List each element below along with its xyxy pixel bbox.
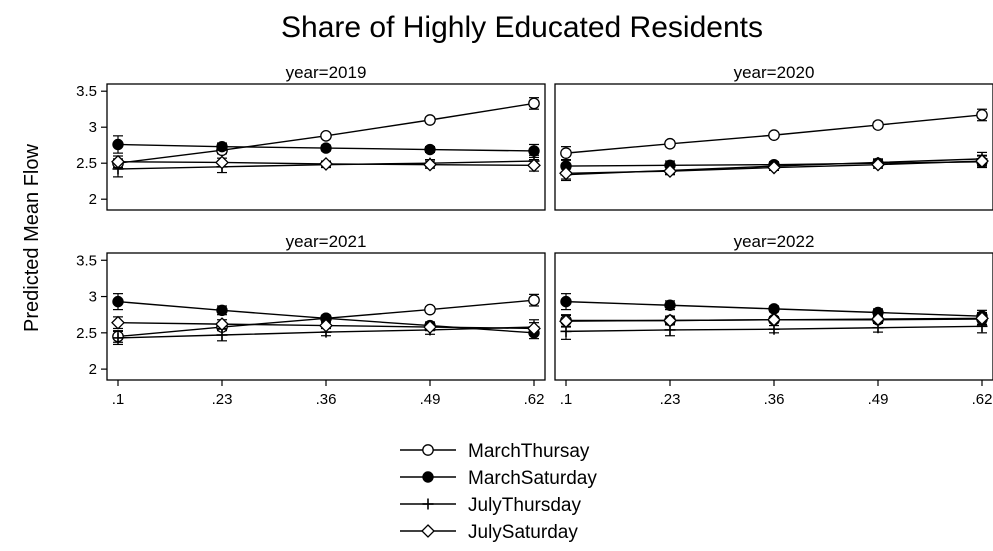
legend: MarchThursay MarchSaturday JulyThursday Jul…	[400, 441, 597, 543]
data-point	[871, 157, 885, 172]
panels-group: year=2019 2 2.5 3 3.5 year=2020 year=2021 2 2.5 3…	[76, 63, 993, 408]
data-point	[664, 137, 676, 150]
data-point	[112, 138, 124, 151]
legend-item: JulyThursday	[400, 495, 581, 516]
data-point	[216, 140, 228, 153]
x-tick-label: .49	[420, 391, 441, 408]
y-tick-label: 3.5	[76, 252, 97, 269]
panel-title: year=2019	[286, 63, 367, 82]
data-point	[767, 160, 781, 175]
legend-marker	[422, 471, 434, 483]
data-point	[320, 142, 332, 154]
data-point	[216, 304, 228, 317]
legend-label: JulySaturday	[468, 522, 578, 543]
data-point	[560, 295, 572, 308]
legend-item: MarchSaturday	[400, 468, 597, 489]
panel-title: year=2022	[734, 232, 815, 251]
data-point	[768, 303, 780, 315]
y-tick-label: 2.5	[76, 155, 97, 172]
series-diamond-open	[111, 154, 541, 173]
data-point	[975, 154, 989, 168]
data-point	[975, 311, 989, 326]
series-diamond-open	[559, 311, 989, 329]
x-tick-label: .23	[660, 391, 681, 408]
y-tick-label: 2	[89, 361, 97, 378]
legend-item: JulySaturday	[400, 522, 578, 543]
data-point	[112, 332, 124, 344]
panel-2: year=2020	[554, 63, 993, 211]
panel-3: year=2021 2 2.5 3 3.5 .1 .23 .36 .49 .62	[76, 232, 546, 408]
series-diamond-open	[111, 315, 541, 336]
data-point	[768, 129, 780, 141]
legend-label: MarchSaturday	[468, 468, 597, 489]
data-point	[320, 129, 332, 142]
data-point	[423, 320, 437, 334]
data-point	[112, 295, 124, 308]
panel-title: year=2020	[734, 63, 815, 82]
x-tick-label: .62	[524, 391, 545, 408]
data-point	[560, 147, 572, 159]
x-tick-label: .1	[112, 391, 125, 408]
panel-1: year=2019 2 2.5 3 3.5	[76, 63, 546, 211]
x-tick-label: .23	[212, 391, 233, 408]
data-point	[319, 318, 333, 333]
y-axis-label: Predicted Mean Flow	[21, 144, 43, 332]
data-point	[767, 312, 781, 327]
data-point	[216, 329, 228, 341]
x-tick-label: .62	[972, 391, 993, 408]
data-point	[215, 155, 229, 170]
data-point	[111, 154, 125, 169]
data-point	[424, 303, 436, 316]
data-point	[111, 315, 125, 330]
data-point	[976, 109, 988, 121]
x-tick-label: .36	[764, 391, 785, 408]
data-point	[528, 145, 540, 157]
x-tick-label: .1	[560, 391, 573, 408]
data-point	[319, 157, 333, 171]
data-point	[663, 164, 677, 179]
y-tick-label: 3.5	[76, 83, 97, 100]
data-point	[871, 312, 885, 326]
data-point	[559, 314, 573, 329]
legend-marker	[421, 524, 435, 538]
data-point	[528, 97, 540, 110]
data-point	[872, 119, 884, 131]
series-diamond-open	[559, 154, 989, 181]
legend-label: MarchThursay	[468, 441, 590, 462]
data-point	[559, 166, 573, 181]
legend-item: MarchThursay	[400, 441, 590, 462]
chart-title: Share of Highly Educated Residents	[281, 11, 763, 44]
data-point	[424, 114, 436, 126]
x-tick-label: .49	[868, 391, 889, 408]
legend-marker	[422, 444, 434, 456]
y-tick-label: 3	[89, 119, 97, 136]
legend-marker	[422, 498, 434, 510]
x-tick-label: .36	[316, 391, 337, 408]
data-point	[527, 321, 541, 336]
data-point	[215, 317, 229, 332]
data-point	[528, 294, 540, 307]
panel-frame	[554, 83, 993, 211]
y-tick-label: 3	[89, 289, 97, 306]
series-circle-open	[560, 108, 988, 161]
data-point	[424, 143, 436, 156]
y-tick-label: 2	[89, 191, 97, 208]
data-point	[423, 157, 437, 172]
data-point	[664, 299, 676, 311]
panel-title: year=2021	[286, 232, 367, 251]
data-point	[527, 158, 541, 173]
data-point	[663, 313, 677, 328]
y-tick-label: 2.5	[76, 325, 97, 342]
legend-label: JulyThursday	[468, 495, 581, 516]
panel-4: year=2022 .1 .23 .36 .49 .62	[554, 232, 993, 408]
